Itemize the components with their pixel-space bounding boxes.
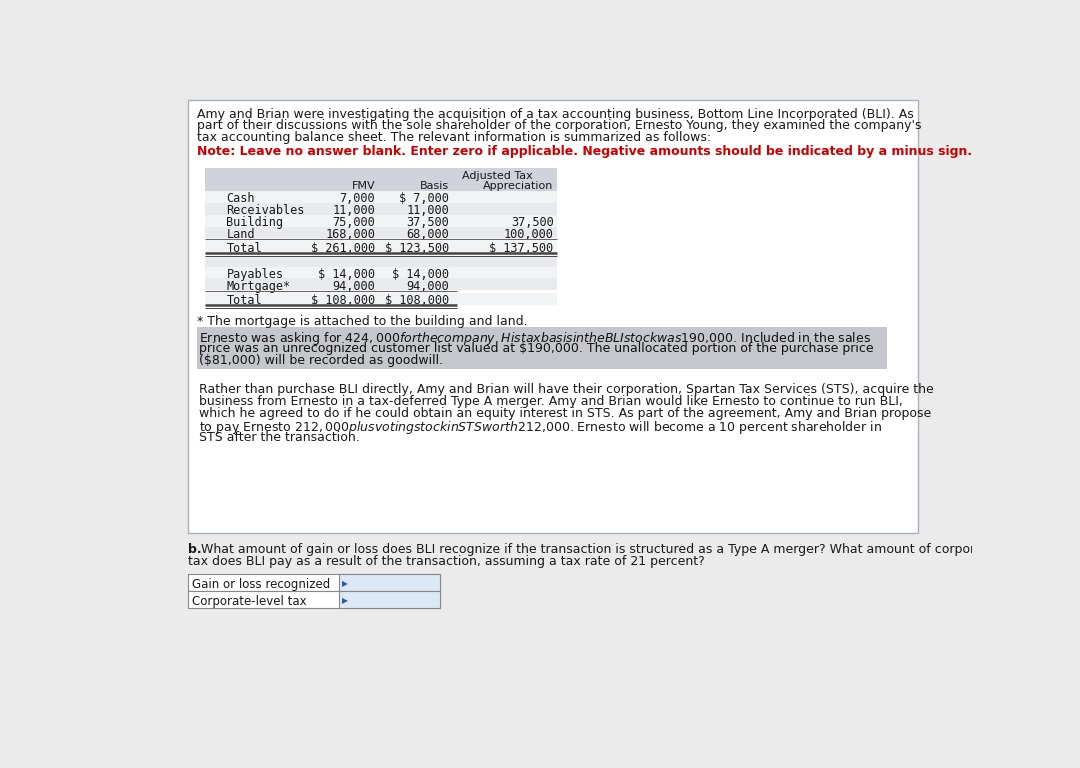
Bar bbox=[205, 256, 557, 266]
Text: part of their discussions with the sole shareholder of the corporation, Ernesto : part of their discussions with the sole … bbox=[197, 120, 921, 133]
Text: business from Ernesto in a tax-deferred Type A merger. Amy and Brian would like : business from Ernesto in a tax-deferred … bbox=[200, 395, 903, 408]
Text: $ 261,000: $ 261,000 bbox=[311, 243, 375, 255]
Text: $ 137,500: $ 137,500 bbox=[489, 243, 554, 255]
Bar bbox=[205, 167, 557, 190]
Text: 37,500: 37,500 bbox=[511, 216, 554, 229]
Bar bbox=[205, 190, 557, 203]
Text: 94,000: 94,000 bbox=[406, 280, 449, 293]
Text: b.: b. bbox=[188, 544, 201, 556]
Text: ▶: ▶ bbox=[342, 596, 348, 605]
Text: FMV: FMV bbox=[352, 180, 375, 190]
Text: $ 108,000: $ 108,000 bbox=[311, 294, 375, 307]
Text: ($81,000) will be recorded as goodwill.: ($81,000) will be recorded as goodwill. bbox=[200, 354, 444, 367]
Text: 37,500: 37,500 bbox=[406, 216, 449, 229]
Text: 168,000: 168,000 bbox=[325, 228, 375, 241]
Bar bbox=[339, 591, 440, 608]
Bar bbox=[188, 100, 918, 533]
Text: price was an unrecognized customer list valued at $190,000. The unallocated port: price was an unrecognized customer list … bbox=[200, 342, 874, 355]
Text: Ernesto was asking for $424,000 for the company. His tax basis in the BLI stock : Ernesto was asking for $424,000 for the … bbox=[200, 330, 872, 347]
Text: $ 14,000: $ 14,000 bbox=[392, 268, 449, 281]
Bar bbox=[205, 214, 557, 227]
Bar bbox=[188, 591, 440, 608]
Bar bbox=[205, 241, 557, 253]
Bar bbox=[205, 279, 557, 290]
Text: Land: Land bbox=[227, 228, 255, 241]
Text: Basis: Basis bbox=[420, 180, 449, 190]
Bar bbox=[205, 203, 557, 214]
Bar bbox=[205, 266, 557, 279]
Text: STS after the transaction.: STS after the transaction. bbox=[200, 431, 360, 444]
Text: Appreciation: Appreciation bbox=[483, 180, 554, 190]
Text: 68,000: 68,000 bbox=[406, 228, 449, 241]
Bar bbox=[188, 574, 440, 591]
Text: 11,000: 11,000 bbox=[333, 204, 375, 217]
Text: Receivables: Receivables bbox=[227, 204, 305, 217]
Text: Rather than purchase BLI directly, Amy and Brian will have their corporation, Sp: Rather than purchase BLI directly, Amy a… bbox=[200, 382, 934, 396]
Text: Corporate-level tax: Corporate-level tax bbox=[191, 595, 307, 608]
Text: ▶: ▶ bbox=[342, 579, 348, 588]
Text: Gain or loss recognized: Gain or loss recognized bbox=[191, 578, 329, 591]
Text: 11,000: 11,000 bbox=[406, 204, 449, 217]
Text: $ 14,000: $ 14,000 bbox=[319, 268, 375, 281]
Text: $ 108,000: $ 108,000 bbox=[384, 294, 449, 307]
Bar bbox=[197, 327, 887, 369]
Text: Adjusted Tax: Adjusted Tax bbox=[462, 171, 532, 181]
Text: $ 123,500: $ 123,500 bbox=[384, 243, 449, 255]
Text: What amount of gain or loss does BLI recognize if the transaction is structured : What amount of gain or loss does BLI rec… bbox=[197, 544, 1030, 556]
Bar bbox=[205, 227, 557, 238]
Text: Amy and Brian were investigating the acquisition of a tax accounting business, B: Amy and Brian were investigating the acq… bbox=[197, 108, 914, 121]
Text: Cash: Cash bbox=[227, 192, 255, 205]
Text: Note: Leave no answer blank. Enter zero if applicable. Negative amounts should b: Note: Leave no answer blank. Enter zero … bbox=[197, 145, 972, 158]
Text: to pay Ernesto $212,000 plus voting stock in STS worth $212,000. Ernesto will be: to pay Ernesto $212,000 plus voting stoc… bbox=[200, 419, 882, 435]
Text: * The mortgage is attached to the building and land.: * The mortgage is attached to the buildi… bbox=[197, 315, 528, 328]
Text: $ 7,000: $ 7,000 bbox=[399, 192, 449, 205]
Text: 100,000: 100,000 bbox=[503, 228, 554, 241]
Text: tax does BLI pay as a result of the transaction, assuming a tax rate of 21 perce: tax does BLI pay as a result of the tran… bbox=[188, 555, 704, 568]
Text: 7,000: 7,000 bbox=[339, 192, 375, 205]
Text: 94,000: 94,000 bbox=[333, 280, 375, 293]
Text: Total: Total bbox=[227, 294, 262, 307]
Text: which he agreed to do if he could obtain an equity interest in STS. As part of t: which he agreed to do if he could obtain… bbox=[200, 407, 932, 419]
Text: Total: Total bbox=[227, 243, 262, 255]
Text: Payables: Payables bbox=[227, 268, 283, 281]
Bar bbox=[205, 293, 557, 305]
Bar bbox=[339, 574, 440, 591]
Text: Mortgage*: Mortgage* bbox=[227, 280, 291, 293]
Text: tax accounting balance sheet. The relevant information is summarized as follows:: tax accounting balance sheet. The releva… bbox=[197, 131, 711, 144]
Text: 75,000: 75,000 bbox=[333, 216, 375, 229]
Text: Building: Building bbox=[227, 216, 283, 229]
